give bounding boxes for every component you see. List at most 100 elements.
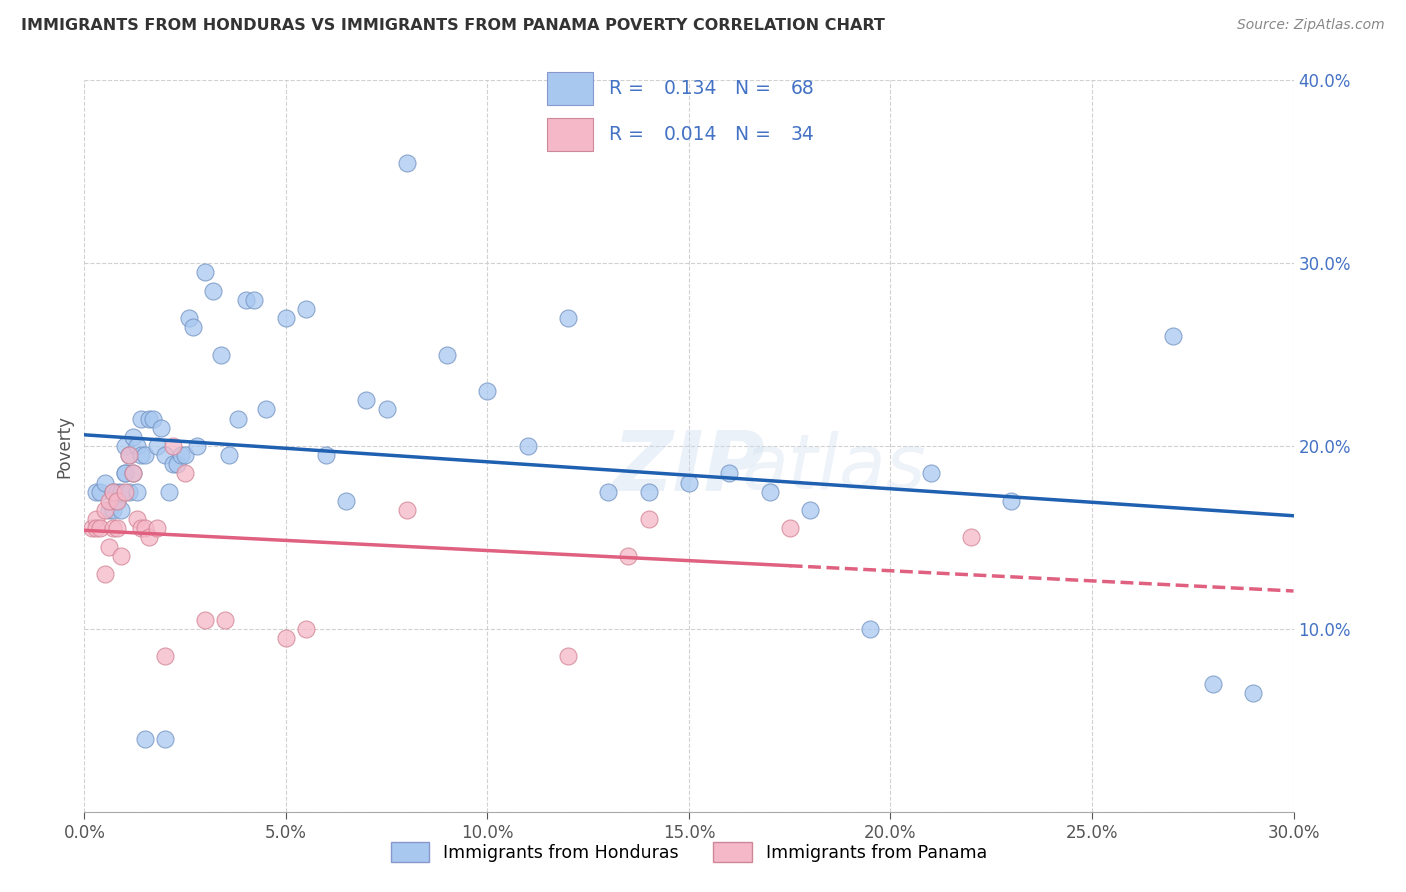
Point xyxy=(121,467,143,481)
Point xyxy=(125,439,148,453)
Point xyxy=(162,439,184,453)
Point xyxy=(209,347,232,362)
Point xyxy=(105,484,128,499)
Point xyxy=(356,393,378,408)
Point xyxy=(516,439,538,453)
Point xyxy=(97,494,120,508)
Point xyxy=(134,521,156,535)
Text: R =: R = xyxy=(609,125,644,145)
Point xyxy=(105,521,128,535)
Point xyxy=(105,494,128,508)
Text: N =: N = xyxy=(735,78,772,98)
Point xyxy=(166,457,188,471)
Text: Source: ZipAtlas.com: Source: ZipAtlas.com xyxy=(1237,18,1385,32)
Point xyxy=(129,411,152,425)
Point xyxy=(101,521,124,535)
Point xyxy=(395,503,418,517)
Point xyxy=(1241,686,1264,700)
Point xyxy=(1000,494,1022,508)
Text: 0.014: 0.014 xyxy=(664,125,717,145)
Point xyxy=(157,484,180,499)
Point xyxy=(202,284,225,298)
Point xyxy=(97,503,120,517)
Legend: Immigrants from Honduras, Immigrants from Panama: Immigrants from Honduras, Immigrants fro… xyxy=(384,835,994,869)
Point xyxy=(134,731,156,746)
Point xyxy=(1161,329,1184,343)
Point xyxy=(375,402,398,417)
Text: IMMIGRANTS FROM HONDURAS VS IMMIGRANTS FROM PANAMA POVERTY CORRELATION CHART: IMMIGRANTS FROM HONDURAS VS IMMIGRANTS F… xyxy=(21,18,884,33)
Text: atlas: atlas xyxy=(742,431,927,505)
Point xyxy=(125,484,148,499)
Bar xyxy=(547,72,593,104)
Point xyxy=(86,484,108,499)
Point xyxy=(86,512,108,526)
Point xyxy=(138,530,160,544)
Point xyxy=(162,457,184,471)
Point xyxy=(89,521,111,535)
Point xyxy=(799,503,821,517)
Point xyxy=(114,467,136,481)
Point xyxy=(142,411,165,425)
Point xyxy=(101,503,124,517)
Text: N =: N = xyxy=(735,125,772,145)
Text: 34: 34 xyxy=(792,125,815,145)
Point xyxy=(254,402,277,417)
Point xyxy=(93,567,115,582)
Point xyxy=(149,421,172,435)
Point xyxy=(295,301,318,316)
Text: ZIP: ZIP xyxy=(613,427,765,508)
Point xyxy=(114,484,136,499)
Point xyxy=(97,540,120,554)
Point xyxy=(121,430,143,444)
Point xyxy=(146,439,169,453)
Point xyxy=(82,521,104,535)
Point xyxy=(118,484,141,499)
Point xyxy=(226,411,249,425)
Point xyxy=(129,448,152,462)
Point xyxy=(101,484,124,499)
Point xyxy=(557,310,579,325)
Point xyxy=(637,512,659,526)
Point xyxy=(86,521,108,535)
Point xyxy=(153,649,176,664)
Point xyxy=(89,484,111,499)
Point xyxy=(118,448,141,462)
Text: R =: R = xyxy=(609,78,644,98)
Point xyxy=(118,448,141,462)
Point xyxy=(153,731,176,746)
Point xyxy=(110,484,132,499)
Text: 0.134: 0.134 xyxy=(664,78,717,98)
Point xyxy=(138,411,160,425)
Point xyxy=(678,475,700,490)
Point xyxy=(194,613,217,627)
Point xyxy=(242,293,264,307)
Point xyxy=(477,384,499,398)
Point xyxy=(235,293,257,307)
Point xyxy=(174,467,197,481)
Point xyxy=(153,448,176,462)
Point xyxy=(758,484,780,499)
Point xyxy=(194,265,217,279)
Point xyxy=(125,512,148,526)
Point xyxy=(598,484,620,499)
Y-axis label: Poverty: Poverty xyxy=(55,415,73,477)
Point xyxy=(181,320,204,334)
Point xyxy=(174,448,197,462)
Point xyxy=(557,649,579,664)
Point xyxy=(110,503,132,517)
Bar xyxy=(547,119,593,151)
Point xyxy=(335,494,357,508)
Point xyxy=(93,503,115,517)
Point xyxy=(129,521,152,535)
Point xyxy=(179,310,201,325)
Point xyxy=(1202,676,1225,690)
Point xyxy=(274,631,297,645)
Point xyxy=(274,310,297,325)
Point xyxy=(186,439,208,453)
Point xyxy=(436,347,458,362)
Point xyxy=(146,521,169,535)
Point xyxy=(114,439,136,453)
Point xyxy=(105,494,128,508)
Point xyxy=(114,467,136,481)
Point xyxy=(121,467,143,481)
